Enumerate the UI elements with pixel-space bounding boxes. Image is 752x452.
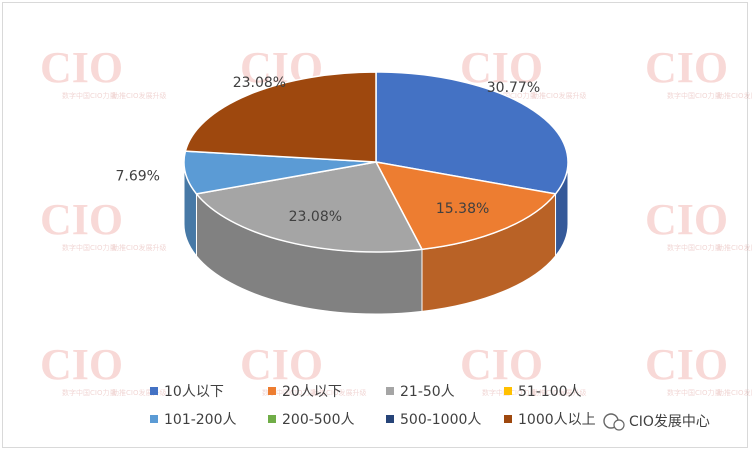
legend-swatch <box>504 415 512 423</box>
legend-item-4: 101-200人 <box>150 412 237 428</box>
legend-swatch <box>268 387 276 395</box>
legend-item-2: 21-50人 <box>386 384 455 400</box>
legend-swatch <box>386 415 394 423</box>
slice-label-2: 23.08% <box>289 209 342 225</box>
watermark-caption-right: 助推CIO发展升级 <box>717 388 752 397</box>
pie-slice-1 <box>374 160 557 251</box>
watermark-caption-left: 数字中国CIO力量 <box>62 91 116 100</box>
legend-label: 51-100人 <box>518 384 582 400</box>
slice-labels: 30.77% 15.38% 23.08% 7.69% 23.08% <box>116 75 541 225</box>
legend: 10人以下 20人以下 21-50人 51-100人 101-200人 200-500人 5… <box>150 384 596 428</box>
watermark-caption-right: 助推CIO发展升级 <box>717 91 752 100</box>
legend-item-7: 1000人以上 <box>504 412 596 428</box>
watermark-caption-right: 助推CIO发展升级 <box>112 91 166 100</box>
legend-item-0: 10人以下 <box>150 384 224 400</box>
legend-swatch <box>150 387 158 395</box>
watermark-caption-left: 数字中国CIO力量 <box>482 91 536 100</box>
watermark-logo: CIO <box>645 43 728 92</box>
watermark-logo: CIO <box>645 340 728 389</box>
legend-label: 21-50人 <box>400 384 455 400</box>
legend-label: 20人以下 <box>282 384 342 400</box>
watermark-caption-right: 助推CIO发展升级 <box>532 388 586 397</box>
legend-swatch <box>268 415 276 423</box>
brand-badge: CIO发展中心 <box>603 413 710 431</box>
brand-caption: CIO发展中心 <box>629 414 710 430</box>
slice-label-0: 30.77% <box>487 80 540 96</box>
watermark-logo: CIO <box>40 340 123 389</box>
pie-slice-4 <box>183 150 377 195</box>
watermark-caption-left: 数字中国CIO力量 <box>667 388 721 397</box>
watermark-caption-right: 助推CIO发展升级 <box>717 243 752 252</box>
watermark-caption-left: 数字中国CIO力量 <box>667 91 721 100</box>
slice-label-7: 23.08% <box>233 75 286 91</box>
wechat-icon-small <box>613 419 625 431</box>
slice-label-1: 15.38% <box>436 201 489 217</box>
legend-swatch <box>504 387 512 395</box>
legend-label: 500-1000人 <box>400 412 481 428</box>
watermark-logo: CIO <box>240 340 323 389</box>
watermark-caption-left: 数字中国CIO力量 <box>667 243 721 252</box>
legend-label: 200-500人 <box>282 412 355 428</box>
legend-label: 1000人以上 <box>518 412 596 428</box>
legend-label: 10人以下 <box>164 384 224 400</box>
watermark-caption-left: 数字中国CIO力量 <box>262 388 316 397</box>
slice-label-4: 7.69% <box>116 169 160 185</box>
watermark-logo: CIO <box>460 340 543 389</box>
legend-swatch <box>150 415 158 423</box>
legend-item-5: 200-500人 <box>268 412 355 428</box>
watermark-caption-right: 助推CIO发展升级 <box>112 243 166 252</box>
watermark-caption-right: 助推CIO发展升级 <box>312 388 366 397</box>
watermark-caption-left: 数字中国CIO力量 <box>62 388 116 397</box>
legend-item-6: 500-1000人 <box>386 412 481 428</box>
legend-item-1: 20人以下 <box>268 384 342 400</box>
pie-slice-0 <box>375 71 569 195</box>
watermark-logo: CIO <box>40 43 123 92</box>
pie-tops <box>183 71 569 253</box>
watermark-logo: CIO <box>40 195 123 244</box>
legend-swatch <box>386 387 394 395</box>
legend-item-3: 51-100人 <box>504 384 582 400</box>
watermark-caption-right: 助推CIO发展升级 <box>112 388 166 397</box>
watermark-logo: CIO <box>645 195 728 244</box>
watermark-caption-left: 数字中国CIO力量 <box>62 243 116 252</box>
legend-label: 101-200人 <box>164 412 237 428</box>
watermark-caption-right: 助推CIO发展升级 <box>532 91 586 100</box>
pie-slice-7 <box>184 71 377 163</box>
